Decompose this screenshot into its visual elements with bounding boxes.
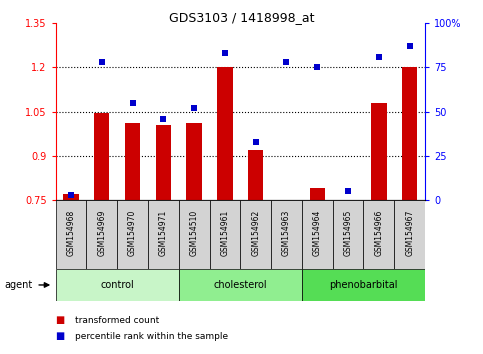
Bar bbox=[248, 150, 263, 200]
Bar bbox=[371, 103, 386, 200]
Bar bbox=[186, 123, 202, 200]
Bar bbox=[56, 200, 86, 269]
Bar bbox=[402, 67, 417, 200]
Bar bbox=[125, 123, 140, 200]
Bar bbox=[117, 200, 148, 269]
Bar bbox=[333, 200, 364, 269]
Text: GSM154969: GSM154969 bbox=[97, 210, 106, 256]
Point bbox=[252, 139, 259, 144]
Text: GSM154964: GSM154964 bbox=[313, 210, 322, 256]
Bar bbox=[63, 194, 79, 200]
Bar bbox=[94, 113, 110, 200]
Bar bbox=[179, 269, 302, 301]
Bar bbox=[240, 200, 271, 269]
Bar bbox=[341, 200, 356, 206]
Text: GSM154963: GSM154963 bbox=[282, 210, 291, 256]
Bar bbox=[210, 200, 240, 269]
Bar bbox=[364, 200, 394, 269]
Point bbox=[221, 50, 229, 56]
Text: ■: ■ bbox=[56, 331, 65, 341]
Bar bbox=[148, 200, 179, 269]
Point bbox=[67, 192, 75, 198]
Text: control: control bbox=[100, 280, 134, 290]
Point bbox=[406, 43, 413, 49]
Bar bbox=[394, 200, 425, 269]
Bar bbox=[217, 67, 233, 200]
Text: transformed count: transformed count bbox=[75, 316, 159, 325]
Bar bbox=[279, 200, 294, 206]
Text: GSM154967: GSM154967 bbox=[405, 210, 414, 256]
Point bbox=[159, 116, 167, 121]
Point bbox=[190, 105, 198, 111]
Bar bbox=[156, 125, 171, 200]
Text: GDS3103 / 1418998_at: GDS3103 / 1418998_at bbox=[169, 11, 314, 24]
Text: GSM154961: GSM154961 bbox=[220, 210, 229, 256]
Bar bbox=[302, 269, 425, 301]
Bar bbox=[271, 200, 302, 269]
Text: cholesterol: cholesterol bbox=[213, 280, 267, 290]
Text: ■: ■ bbox=[56, 315, 65, 325]
Text: agent: agent bbox=[5, 280, 33, 290]
Text: GSM154965: GSM154965 bbox=[343, 210, 353, 256]
Point bbox=[98, 59, 106, 65]
Point bbox=[375, 54, 383, 59]
Bar bbox=[302, 200, 333, 269]
Text: GSM154968: GSM154968 bbox=[67, 210, 75, 256]
Text: GSM154966: GSM154966 bbox=[374, 210, 384, 256]
Text: GSM154962: GSM154962 bbox=[251, 210, 260, 256]
Text: GSM154970: GSM154970 bbox=[128, 210, 137, 256]
Text: phenobarbital: phenobarbital bbox=[329, 280, 398, 290]
Point bbox=[128, 100, 136, 105]
Point bbox=[313, 64, 321, 70]
Bar bbox=[179, 200, 210, 269]
Bar bbox=[56, 269, 179, 301]
Bar bbox=[310, 188, 325, 200]
Text: GSM154510: GSM154510 bbox=[190, 210, 199, 256]
Bar bbox=[86, 200, 117, 269]
Point bbox=[283, 59, 290, 65]
Text: percentile rank within the sample: percentile rank within the sample bbox=[75, 332, 228, 341]
Text: GSM154971: GSM154971 bbox=[159, 210, 168, 256]
Point bbox=[344, 188, 352, 194]
